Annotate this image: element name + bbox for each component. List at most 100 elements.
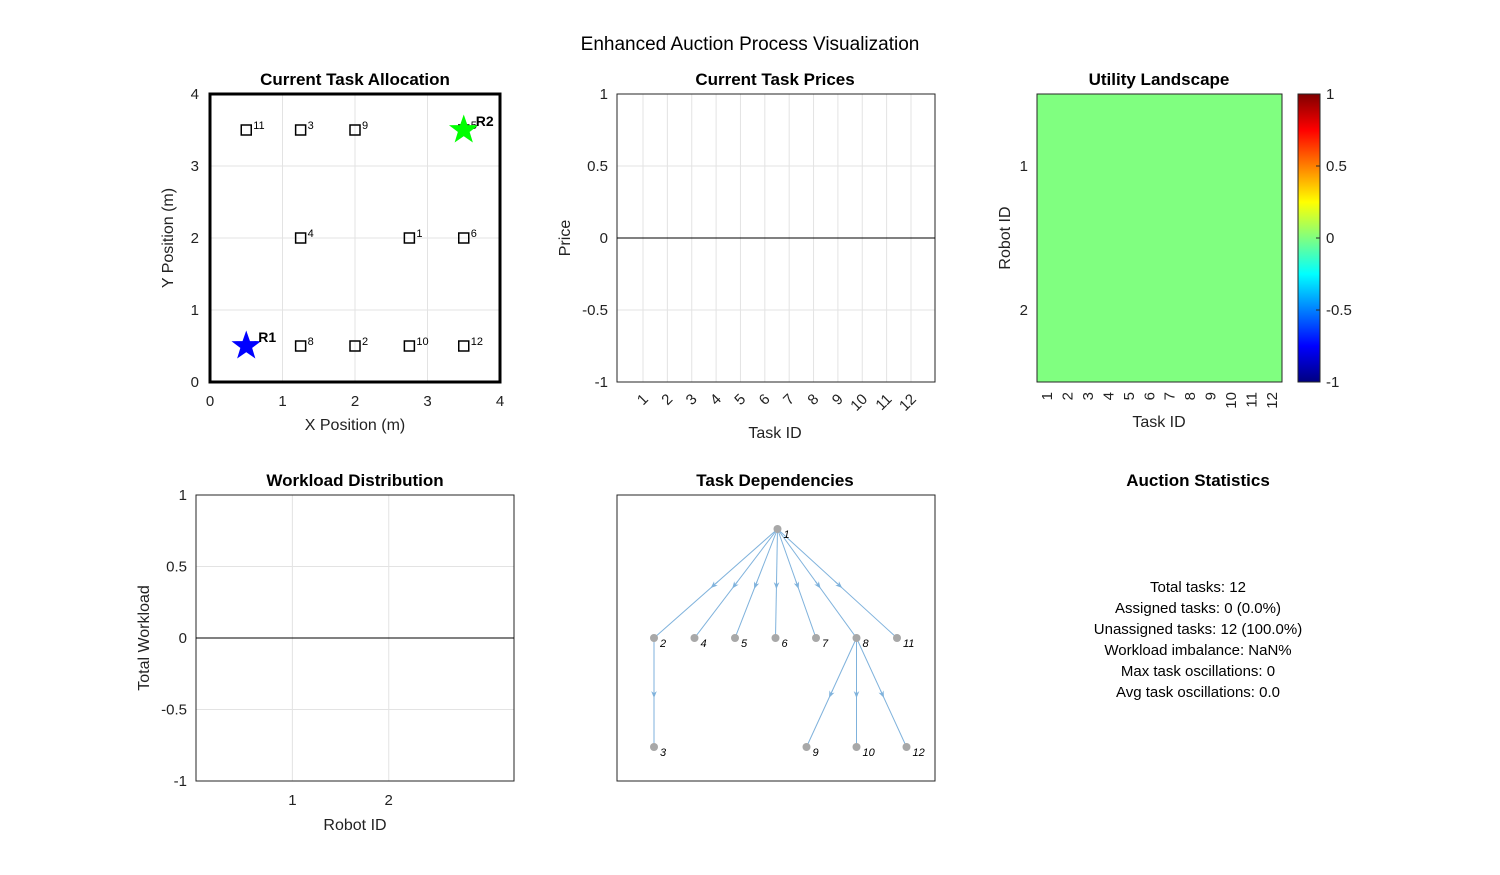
stats-panel: Auction Statistics Total tasks: 12 Assig… bbox=[1094, 471, 1302, 701]
x-tick-label: 5 bbox=[731, 391, 749, 409]
heatmap-cell bbox=[1261, 238, 1283, 383]
colorbar-tick-label: 0.5 bbox=[1326, 158, 1347, 175]
dependency-node-label: 8 bbox=[863, 638, 870, 650]
dependency-arrow bbox=[834, 580, 843, 589]
dependency-node bbox=[852, 743, 861, 751]
dependency-node bbox=[893, 634, 901, 642]
x-tick-label: 1 bbox=[634, 391, 652, 409]
stat-total-tasks: Total tasks: 12 bbox=[1150, 579, 1246, 596]
colorbar-tick-label: -0.5 bbox=[1326, 302, 1352, 319]
dependencies-title: Task Dependencies bbox=[696, 471, 853, 490]
task-label: 11 bbox=[253, 120, 264, 132]
utility-title: Utility Landscape bbox=[1089, 70, 1230, 89]
x-tick-label: 4 bbox=[496, 393, 504, 410]
heatmap-cell bbox=[1037, 238, 1058, 383]
prices-xlabel: Task ID bbox=[748, 425, 801, 442]
dependency-node bbox=[802, 743, 811, 751]
heatmap-cell bbox=[1261, 94, 1283, 239]
robot-marker bbox=[231, 330, 262, 359]
dependency-node-label: 12 bbox=[913, 747, 925, 759]
task-marker bbox=[240, 124, 252, 136]
y-tick-label: -0.5 bbox=[582, 302, 608, 319]
x-tick-label: 7 bbox=[1162, 392, 1179, 400]
dependency-node-label: 1 bbox=[784, 529, 790, 541]
utility-ylabel: Robot ID bbox=[997, 206, 1014, 269]
heatmap-cell bbox=[1057, 238, 1079, 383]
dependency-arrow bbox=[829, 690, 835, 698]
task-marker bbox=[458, 232, 470, 244]
x-tick-label: 1 bbox=[288, 792, 296, 809]
task-marker bbox=[349, 124, 361, 136]
prices-title: Current Task Prices bbox=[695, 70, 854, 89]
x-tick-label: 9 bbox=[829, 391, 847, 409]
dependency-node bbox=[650, 634, 658, 642]
x-tick-label: 6 bbox=[1141, 392, 1158, 400]
heatmap-cell bbox=[1077, 94, 1099, 239]
heatmap-cell bbox=[1200, 238, 1222, 383]
heatmap-cell bbox=[1179, 238, 1201, 383]
figure-title: Enhanced Auction Process Visualization bbox=[581, 34, 920, 55]
dependency-node bbox=[902, 743, 911, 751]
heatmap-cell bbox=[1220, 94, 1242, 239]
x-tick-label: 3 bbox=[683, 391, 701, 409]
dependency-edges bbox=[651, 528, 907, 748]
workload-xlabel: Robot ID bbox=[323, 817, 386, 834]
heatmap-cell bbox=[1077, 238, 1099, 383]
robot-marker bbox=[448, 114, 479, 143]
colorbar-tick-label: 0 bbox=[1326, 230, 1334, 247]
task-marker bbox=[403, 232, 416, 244]
task-label: 6 bbox=[471, 228, 477, 240]
x-tick-label: 6 bbox=[756, 391, 774, 409]
dependency-node bbox=[812, 634, 820, 642]
allocation-ylabel: Y Position (m) bbox=[160, 188, 177, 288]
dependency-node bbox=[690, 634, 699, 642]
dependency-arrow bbox=[793, 581, 799, 589]
heatmap-cell bbox=[1200, 94, 1222, 239]
x-tick-label: 8 bbox=[804, 391, 822, 409]
dependencies-axes-box bbox=[616, 494, 936, 782]
dependency-node bbox=[773, 525, 782, 533]
x-tick-label: 2 bbox=[1060, 392, 1077, 400]
y-tick-label: 2 bbox=[1020, 302, 1028, 319]
task-label: 3 bbox=[308, 120, 314, 132]
dependency-node bbox=[650, 743, 658, 751]
x-tick-label: 12 bbox=[1264, 392, 1281, 409]
task-marker bbox=[294, 232, 307, 244]
allocation-title: Current Task Allocation bbox=[260, 70, 450, 89]
workload-title: Workload Distribution bbox=[266, 471, 443, 490]
task-label: 12 bbox=[471, 336, 483, 348]
x-tick-label: 2 bbox=[351, 393, 359, 410]
y-tick-label: 1 bbox=[600, 86, 608, 103]
workload-marks bbox=[196, 637, 514, 639]
dependency-arrow bbox=[878, 690, 884, 698]
y-tick-label: 0 bbox=[191, 374, 199, 391]
dependency-arrow bbox=[754, 581, 760, 589]
heatmap-cell bbox=[1057, 94, 1079, 239]
dependency-arrow bbox=[710, 580, 719, 588]
task-marker bbox=[349, 340, 361, 352]
task-label: 9 bbox=[362, 120, 368, 132]
dependency-node-label: 2 bbox=[659, 638, 666, 650]
heatmap-cell bbox=[1098, 238, 1120, 383]
x-tick-label: 11 bbox=[872, 391, 895, 414]
utility-colorbar-ticks: -1 -0.5 0 0.5 1 bbox=[1316, 86, 1352, 391]
dependency-node-label: 5 bbox=[741, 638, 748, 650]
dependency-node bbox=[852, 634, 861, 642]
y-tick-label: 0 bbox=[600, 230, 608, 247]
heatmap-cell bbox=[1037, 94, 1058, 239]
robot-label: R2 bbox=[476, 113, 494, 129]
workload-panel: Workload Distribution 1 2 -1 -0.5 0 0.5 1 Robo… bbox=[136, 471, 515, 834]
task-label: 4 bbox=[308, 228, 314, 240]
dependency-node bbox=[731, 634, 739, 642]
stats-title: Auction Statistics bbox=[1126, 471, 1270, 490]
y-tick-label: 3 bbox=[191, 158, 199, 175]
x-tick-label: 2 bbox=[385, 792, 393, 809]
workload-ticks: 1 2 -1 -0.5 0 0.5 1 bbox=[161, 487, 393, 809]
task-label: 1 bbox=[416, 228, 422, 240]
x-tick-label: 3 bbox=[1080, 392, 1097, 400]
